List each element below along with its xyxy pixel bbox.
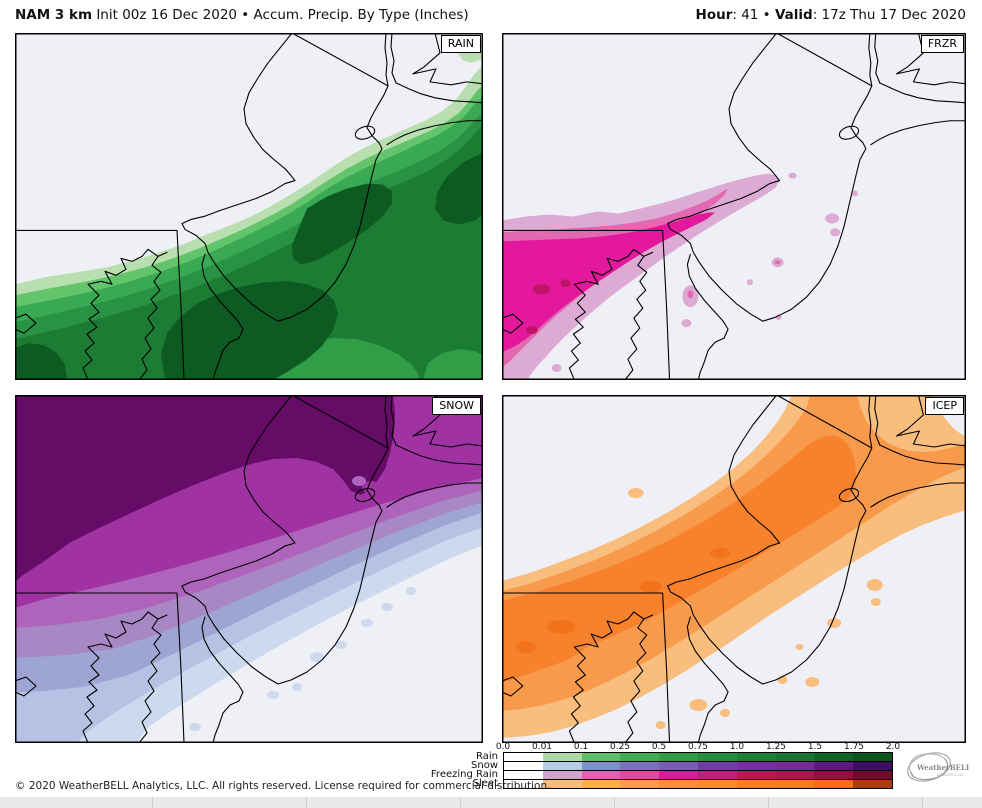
legend-cell — [736, 771, 776, 779]
legend-cell — [697, 753, 737, 761]
legend-cell — [853, 762, 892, 770]
legend-cell — [697, 780, 737, 788]
legend-tick-label: 0.75 — [687, 742, 709, 752]
legend-cell — [542, 780, 582, 788]
copyright-text: © 2020 WeatherBELL Analytics, LLC. All r… — [15, 780, 551, 792]
legend-tick-label: 0.01 — [531, 742, 553, 752]
bottom-strip-divider — [768, 797, 769, 808]
legend-cell — [814, 771, 854, 779]
legend-cell — [542, 762, 582, 770]
legend-tick-label: 2.0 — [885, 742, 901, 752]
legend-tick-label: 0.0 — [495, 742, 511, 752]
legend-cell — [659, 753, 698, 761]
legend-cell — [775, 753, 815, 761]
snow-accumulation-map — [15, 395, 483, 743]
freezing-rain-accumulation-map — [502, 33, 966, 380]
legend-tick-label: 1.75 — [843, 742, 865, 752]
legend-cell — [581, 780, 621, 788]
bottom-strip-divider — [152, 797, 153, 808]
legend-cell — [814, 753, 854, 761]
legend-cell — [775, 762, 815, 770]
legend-tick-label: 1.25 — [765, 742, 787, 752]
weatherbell-logo: WeatherBELL ANALYTICS LLC — [907, 752, 969, 782]
legend-cell — [504, 771, 543, 779]
legend-cell — [620, 780, 660, 788]
map-panel-frzr: FRZR — [502, 33, 966, 380]
legend-cell — [542, 753, 582, 761]
legend-cell — [581, 771, 621, 779]
legend-tick-label: 0.25 — [609, 742, 631, 752]
logo-text: WeatherBELL — [916, 763, 969, 772]
legend-cell — [697, 762, 737, 770]
map-panel-icep: ICEP — [502, 395, 966, 743]
logo-subtext: ANALYTICS LLC — [936, 773, 965, 777]
rain-panel-label: RAIN — [440, 35, 481, 53]
legend-cell — [736, 762, 776, 770]
legend-cell — [853, 771, 892, 779]
legend-cell — [814, 780, 854, 788]
frzr-panel-label: FRZR — [920, 35, 964, 53]
legend-tick-label: 1.0 — [729, 742, 745, 752]
init-product-text: Init 00z 16 Dec 2020 • Accum. Precip. By… — [92, 7, 469, 23]
legend-cell — [581, 753, 621, 761]
bottom-strip-divider — [306, 797, 307, 808]
map-panel-snow: SNOW — [15, 395, 483, 743]
legend-cell — [659, 780, 698, 788]
legend-row-sleet: Sleet — [473, 779, 893, 789]
rain-accumulation-map — [15, 33, 483, 380]
sleet-accumulation-map — [502, 395, 966, 743]
legend-cell — [504, 762, 543, 770]
legend-cell — [814, 762, 854, 770]
legend-cell — [853, 780, 892, 788]
legend-tick-label: 0.1 — [573, 742, 589, 752]
icep-panel-label: ICEP — [925, 397, 964, 415]
legend-cell — [620, 753, 660, 761]
legend-cell — [504, 753, 543, 761]
legend-cell — [581, 762, 621, 770]
valid-time-text: Hour: 41 • Valid: 17z Thu 17 Dec 2020 — [695, 7, 966, 23]
legend-cell — [620, 771, 660, 779]
legend-tick-label: 0.5 — [651, 742, 667, 752]
model-name: NAM 3 km — [15, 7, 93, 23]
legend-row-label: Snow — [471, 760, 498, 771]
bottom-strip-divider — [460, 797, 461, 808]
legend-row-label: Sleet — [472, 778, 498, 789]
legend-cell — [697, 771, 737, 779]
bottom-strip-divider — [922, 797, 923, 808]
legend-cell — [853, 753, 892, 761]
bottom-strip — [0, 797, 982, 808]
legend-cell — [504, 780, 543, 788]
legend-tick-label: 1.5 — [807, 742, 823, 752]
chart-title: NAM 3 km Init 00z 16 Dec 2020 • Accum. P… — [15, 7, 469, 23]
legend-cell — [620, 762, 660, 770]
legend-cell — [659, 771, 698, 779]
legend-row-label: Rain — [476, 751, 498, 762]
snow-panel-label: SNOW — [432, 397, 481, 415]
legend-cell — [659, 762, 698, 770]
legend-row-label: Freezing Rain — [430, 769, 498, 780]
legend-cell — [542, 771, 582, 779]
legend-cell — [736, 780, 776, 788]
legend-cell — [775, 780, 815, 788]
legend-cell — [775, 771, 815, 779]
legend-color-bars: Rain Snow Freezing Rain Sleet — [431, 752, 893, 789]
legend-cell — [736, 753, 776, 761]
bottom-strip-divider — [614, 797, 615, 808]
map-panel-rain: RAIN — [15, 33, 483, 380]
